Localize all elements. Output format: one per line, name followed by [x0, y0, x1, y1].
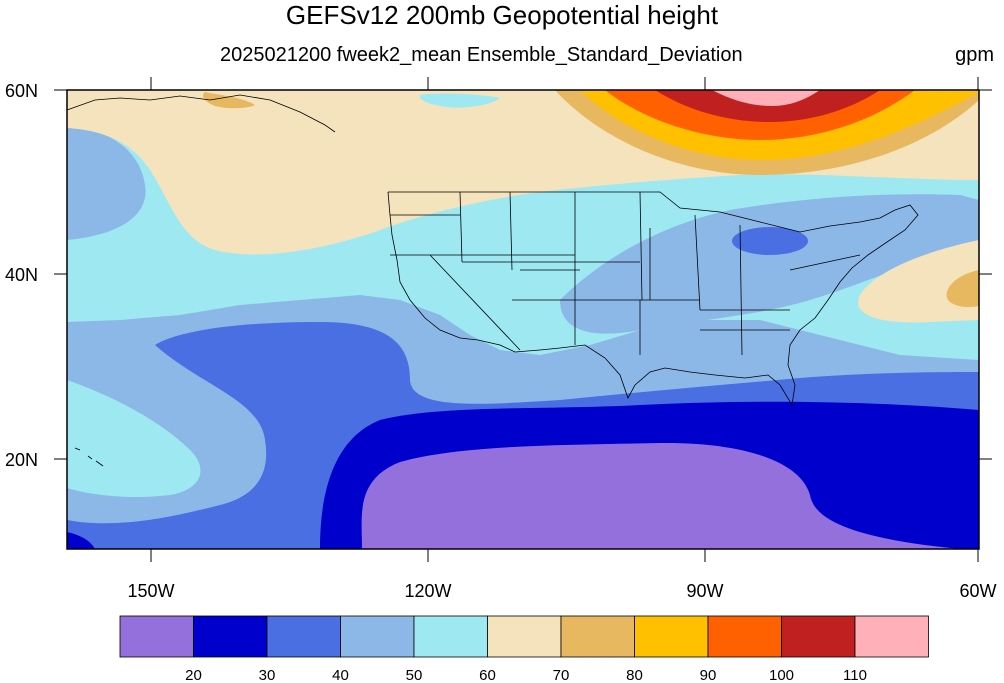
map-title: GEFSv12 200mb Geopotential height [285, 0, 719, 30]
contour-40-50-central [560, 194, 979, 334]
contour-50-60-sw [67, 380, 201, 498]
contour-70-80-east [946, 270, 979, 308]
colorbar-label: 20 [185, 667, 202, 683]
lon-tick-labels: 150W 120W 90W 60W [127, 581, 996, 601]
contour-below-20 [361, 442, 961, 549]
colorbar-swatch [266, 615, 341, 658]
state-lines [390, 191, 861, 356]
canada-us-border [388, 191, 861, 233]
colorbar-swatch [560, 615, 635, 658]
colorbar-label: 110 [843, 667, 867, 683]
lon-label-120w: 120W [404, 581, 451, 601]
colorbar-swatch [340, 615, 415, 658]
colorbar-label: 80 [626, 667, 643, 683]
axis-ticks [54, 77, 992, 562]
colorbar-label: 60 [479, 667, 496, 683]
colorbar-label: 40 [332, 667, 349, 683]
lat-label-40n: 40N [5, 265, 38, 285]
north-america-coastline [387, 191, 919, 407]
lon-label-60w: 60W [959, 581, 996, 601]
contour-50-60-top [419, 93, 500, 108]
contour-field [67, 90, 979, 549]
map-frame [66, 89, 980, 550]
contour-110-plus-ne [712, 90, 820, 106]
colorbar-swatch [119, 615, 194, 658]
colorbar-swatch [413, 615, 488, 658]
colorbar-label: 50 [406, 667, 423, 683]
contour-40-50-west [67, 125, 146, 240]
colorbar-label: 100 [769, 667, 794, 683]
colorbar: 20 30 40 50 60 70 80 90 100 110 [119, 615, 929, 683]
units-label: gpm [955, 44, 994, 66]
lat-tick-labels: 60N 40N 20N [5, 81, 38, 470]
lat-label-20n: 20N [5, 450, 38, 470]
lon-label-150w: 150W [127, 581, 174, 601]
colorbar-swatch [634, 615, 709, 658]
colorbar-swatch [707, 615, 782, 658]
colorbar-label: 70 [553, 667, 570, 683]
colorbar-label: 30 [259, 667, 276, 683]
contour-60-70-east [858, 240, 979, 323]
lon-label-90w: 90W [686, 581, 723, 601]
alaska-coast [66, 94, 336, 133]
map-subtitle: 2025021200 fweek2_mean Ensemble_Standard… [220, 44, 743, 66]
contour-100-110-ne [655, 90, 880, 122]
hawaii-islands [74, 447, 104, 467]
geography-outlines [66, 94, 919, 467]
contour-30-40-lakes [732, 227, 808, 255]
contour-70-80-nw [203, 92, 255, 109]
lat-label-60n: 60N [5, 81, 38, 101]
colorbar-swatch [854, 615, 929, 658]
colorbar-swatch [487, 615, 562, 658]
colorbar-swatch [781, 615, 856, 658]
contour-20-30-sw-corner [67, 532, 95, 549]
colorbar-swatch [193, 615, 268, 658]
colorbar-label: 90 [700, 667, 717, 683]
